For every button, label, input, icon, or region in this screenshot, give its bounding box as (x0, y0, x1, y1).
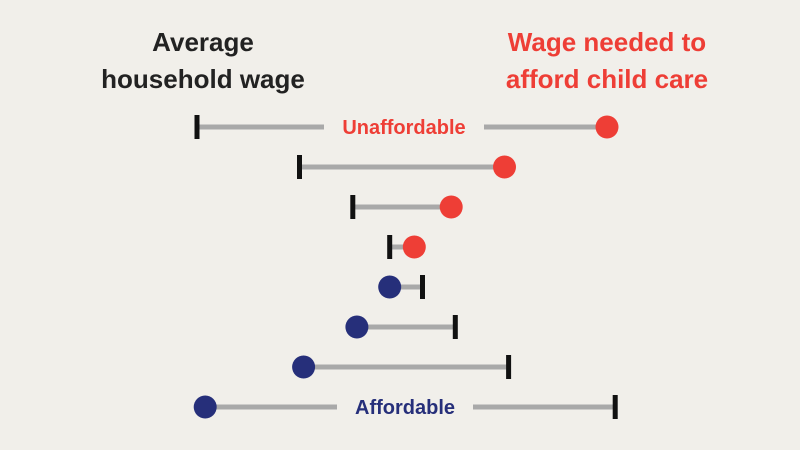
row-5-household-wage-tick (420, 275, 425, 299)
rows-layer (193, 115, 619, 419)
row-6-needed-wage-dot (345, 315, 369, 339)
unaffordable-label: Unaffordable (342, 117, 465, 139)
row-7-needed-wage-dot (292, 355, 316, 379)
row-1-needed-wage-dot (595, 115, 619, 139)
affordable-label: Affordable (355, 397, 455, 419)
row-3-household-wage-tick (350, 195, 356, 219)
heading-left-line1: Average (152, 27, 254, 57)
heading-right-line1: Wage needed to (507, 27, 707, 57)
heading-average-household-wage: Average household wage (88, 24, 318, 98)
heading-right-line2: afford child care (505, 64, 709, 94)
row-7-household-wage-tick (506, 355, 512, 379)
row-4 (387, 235, 426, 259)
row-5 (378, 275, 425, 299)
row-5-needed-wage-dot (378, 275, 402, 299)
row-6 (345, 315, 458, 339)
row-8-needed-wage-dot (193, 395, 217, 419)
affordable-label-background (337, 392, 473, 422)
row-4-needed-wage-dot (402, 235, 426, 259)
row-4-household-wage-tick (387, 235, 393, 259)
row-7 (292, 355, 512, 379)
row-8-household-wage-tick (612, 395, 618, 419)
unaffordable-label-background (324, 112, 484, 142)
row-3-needed-wage-dot (439, 195, 463, 219)
row-2-household-wage-tick (297, 155, 302, 179)
row-6-household-wage-tick (452, 315, 458, 339)
row-3 (350, 195, 463, 219)
labels-layer: Unaffordable Affordable (324, 112, 484, 422)
heading-left-line2: household wage (101, 64, 305, 94)
heading-wage-needed: Wage needed to afford child care (492, 24, 722, 98)
row-2-needed-wage-dot (493, 155, 516, 179)
row-2 (297, 155, 516, 179)
row-1-household-wage-tick (194, 115, 200, 139)
